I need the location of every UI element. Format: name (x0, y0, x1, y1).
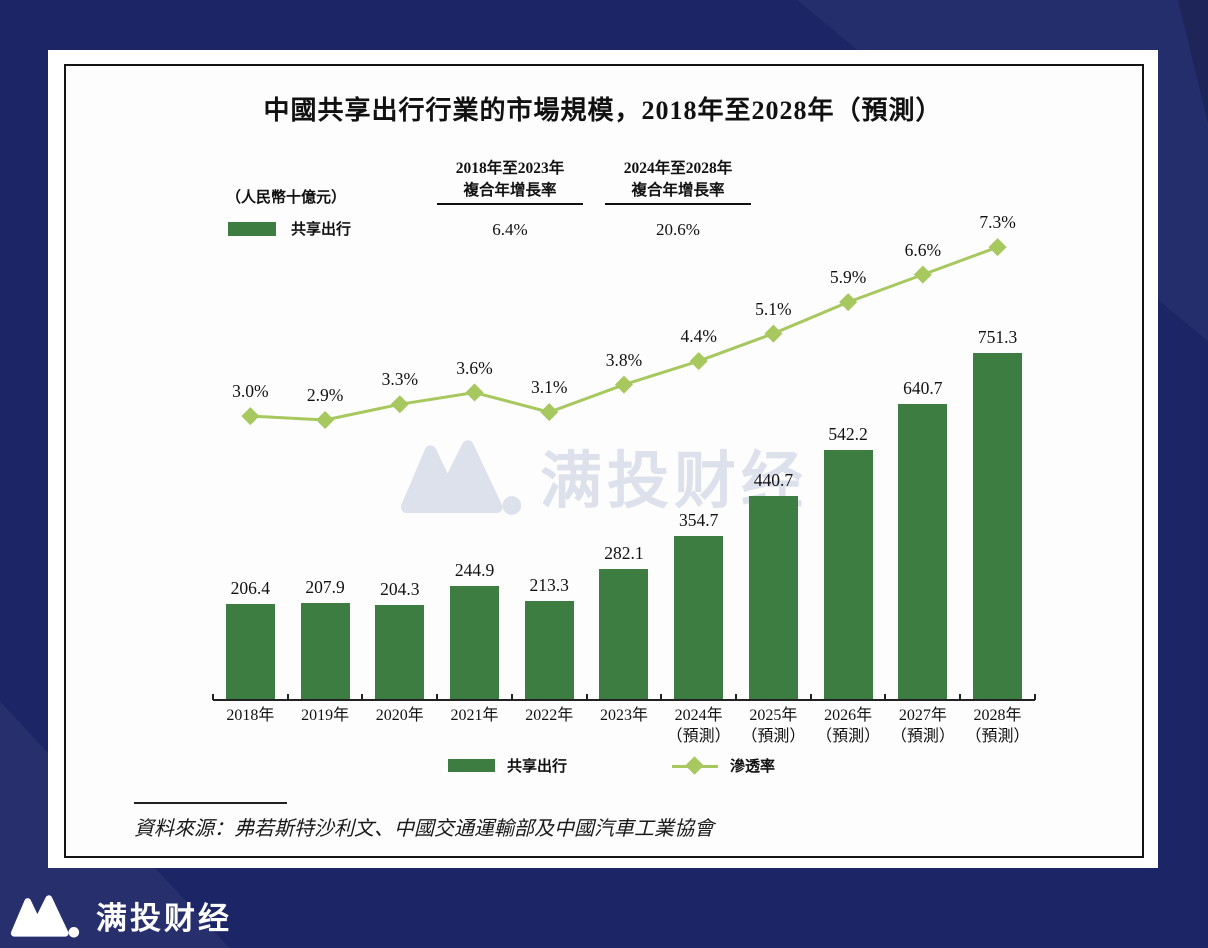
cagr-metric: 複合年增長率 (631, 181, 725, 199)
bar-2024年 (674, 535, 724, 699)
x-axis-label: 2020年 (375, 707, 424, 724)
x-axis-label: 2021年 (450, 707, 499, 724)
bar-2021年 (450, 586, 500, 699)
bar-value-label: 440.7 (753, 470, 794, 491)
cagr-period: 2024年至2028年 (623, 160, 733, 177)
penetration-value-label: 5.9% (829, 267, 867, 288)
diamond-marker (614, 375, 633, 394)
x-axis-label: 2019年 (301, 707, 350, 724)
cagr-column-2024-2028: 2024年至2028年 複合年增長率 20.6% (578, 158, 778, 242)
x-axis-tick (361, 694, 364, 700)
cagr-underline (605, 203, 751, 206)
diamond-marker-icon (685, 755, 704, 775)
penetration-value-label: 3.6% (456, 357, 493, 378)
x-axis-label: 2028年 （預測） (965, 707, 1030, 745)
diamond-marker (241, 407, 260, 426)
brand-mountain-icon (10, 895, 80, 938)
x-axis-label: 2027年 （預測） (890, 707, 955, 745)
x-axis-tick (884, 694, 887, 700)
diamond-marker (764, 324, 783, 343)
line-legend-sample (672, 755, 718, 776)
chart-card: 中國共享出行行業的市場規模，2018年至2028年（預測） （人民幣十億元） 共… (48, 50, 1158, 868)
x-axis-tick (1033, 694, 1036, 700)
cagr-period: 2018年至2023年 (455, 160, 565, 177)
bar-legend-label: 共享出行 (291, 221, 352, 238)
cagr-underline (437, 203, 583, 206)
bar-value-label: 207.9 (305, 577, 345, 598)
line-legend-label: 滲透率 (730, 758, 776, 775)
chart-title: 中國共享出行行業的市場規模，2018年至2028年（預測） (263, 96, 943, 125)
source-note: 資料來源：弗若斯特沙利文、中國交通運輸部及中國汽車工業協會 (134, 818, 714, 840)
penetration-value-label: 3.0% (232, 381, 269, 402)
x-axis-label: 2022年 (525, 707, 574, 724)
bar-value-label: 244.9 (454, 560, 495, 581)
bar-value-label: 542.2 (828, 423, 868, 444)
penetration-value-label: 3.3% (381, 369, 419, 390)
x-axis-tick (735, 694, 738, 700)
footer-brand: 满投财经 (10, 890, 232, 940)
legend-bottom-line: 滲透率 (672, 755, 775, 776)
bar-value-label: 751.3 (977, 327, 1018, 348)
diamond-marker (316, 411, 335, 430)
diamond-marker (689, 352, 708, 371)
x-axis-label: 2026年 （預測） (816, 707, 881, 745)
penetration-value-label: 7.3% (979, 212, 1016, 233)
x-axis-label: 2023年 (599, 707, 648, 724)
legend-bottom-bar: 共享出行 (448, 755, 567, 776)
diamond-marker (390, 395, 409, 414)
plot-area: 206.4 2018年 207.9 2019年 204.3 2020年 244.9 2021年… (48, 50, 1158, 868)
bar-2020年 (375, 605, 425, 699)
bar-2023年 (599, 569, 649, 699)
bar-legend-swatch (228, 221, 276, 236)
bar-value-label: 640.7 (903, 378, 943, 399)
cagr-value: 6.4% (492, 220, 528, 240)
penetration-value-label: 2.9% (306, 385, 344, 406)
bar-legend-swatch (448, 759, 495, 772)
penetration-value-label: 6.6% (904, 239, 942, 260)
bar-2019年 (300, 603, 350, 699)
bar-2028年 (973, 353, 1023, 699)
diamond-marker (988, 238, 1007, 257)
cagr-metric: 複合年增長率 (463, 181, 557, 199)
bar-2022年 (524, 600, 574, 699)
x-axis-tick (510, 694, 513, 700)
x-axis-label: 2018年 (226, 707, 275, 724)
diamond-marker (839, 293, 858, 312)
bar-value-label: 282.1 (604, 543, 644, 564)
x-axis-tick (809, 694, 812, 700)
bar-2018年 (225, 604, 275, 699)
penetration-value-label: 5.1% (755, 298, 792, 319)
bar-value-label: 354.7 (678, 509, 719, 530)
bar-value-label: 206.4 (230, 578, 271, 599)
x-axis-line (213, 699, 1035, 701)
footer-brand-text: 满投财经 (96, 900, 232, 936)
x-axis-label: 2024年 （預測） (666, 707, 731, 745)
bar-2025年 (748, 496, 798, 699)
penetration-value-label: 4.4% (680, 326, 717, 347)
bar-2026年 (823, 449, 873, 699)
bar-value-label: 213.3 (529, 574, 569, 595)
diamond-marker (913, 265, 932, 284)
bar-legend-label: 共享出行 (507, 758, 568, 775)
penetration-value-label: 3.1% (531, 377, 568, 398)
x-axis-tick (585, 694, 588, 700)
chart-frame (64, 64, 1144, 858)
cagr-column-2018-2023: 2018年至2023年 複合年增長率 6.4% (410, 158, 610, 242)
x-axis-tick (959, 694, 962, 700)
source-divider (134, 802, 287, 804)
x-axis-label: 2025年 （預測） (741, 707, 806, 745)
bar-value-label: 204.3 (380, 579, 420, 600)
diamond-marker (540, 403, 559, 422)
diamond-marker (465, 383, 484, 402)
legend-top: 共享出行 (228, 218, 351, 239)
bar-2027年 (898, 404, 948, 699)
x-axis-tick (436, 694, 439, 700)
cagr-value: 20.6% (656, 220, 700, 240)
x-axis-tick (212, 694, 214, 700)
y-axis-unit-label: （人民幣十億元） (226, 189, 347, 206)
x-axis-tick (286, 694, 289, 700)
x-axis-tick (660, 694, 663, 700)
penetration-value-label: 3.8% (605, 349, 643, 370)
